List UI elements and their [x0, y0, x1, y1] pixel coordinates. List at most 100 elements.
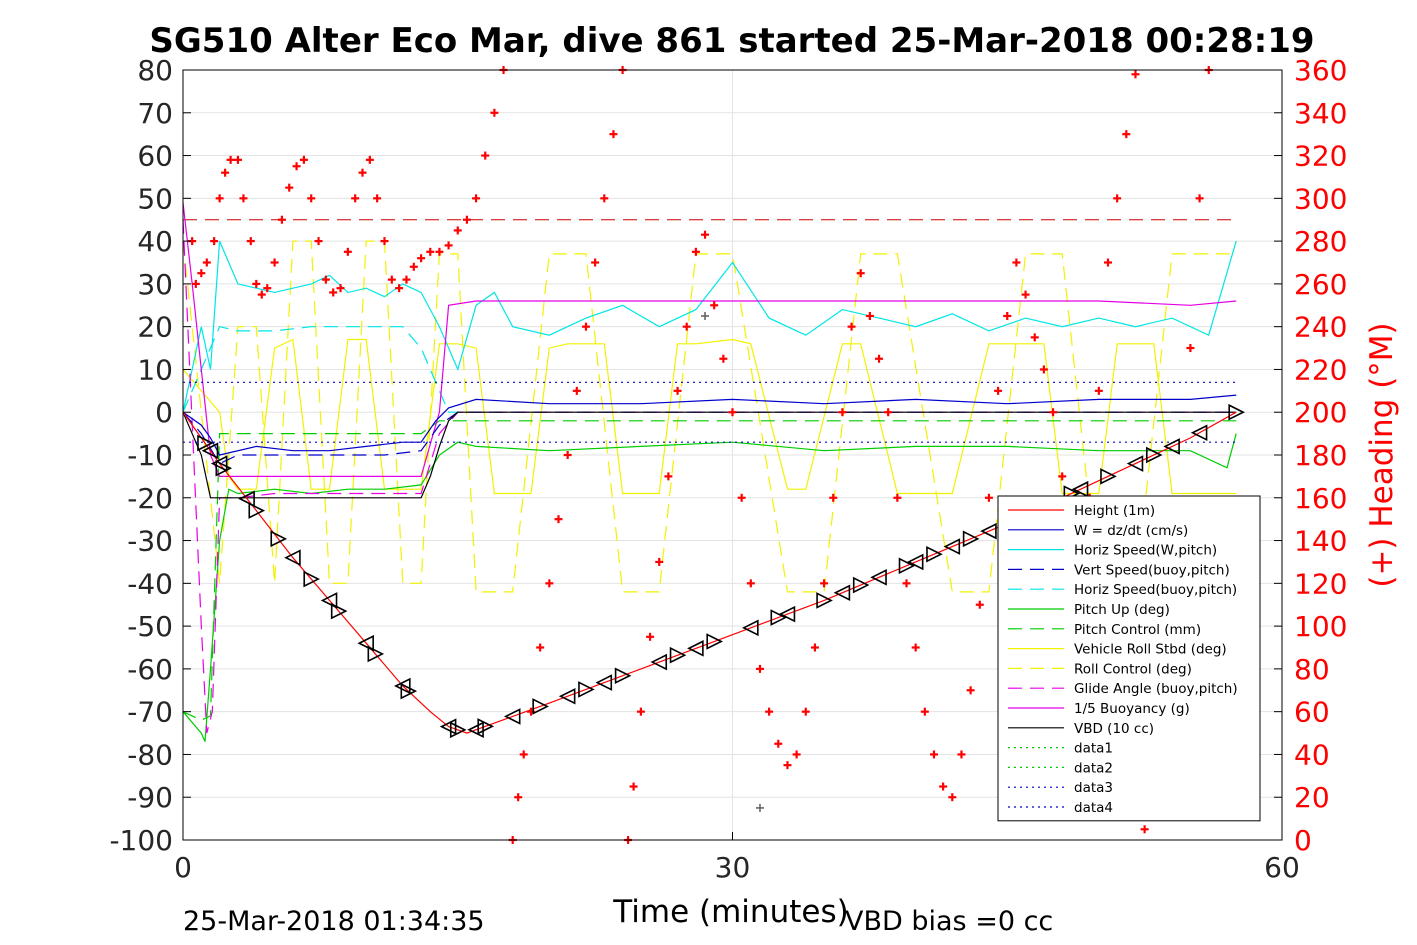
right-triangle-marker: [367, 645, 385, 663]
x-tick-label: 60: [1264, 851, 1300, 884]
heading-point: [792, 750, 801, 759]
left-triangle-marker: [1071, 480, 1089, 498]
y-tick-label: 30: [137, 268, 173, 301]
legend-label: Horiz Speed(W,pitch): [1074, 543, 1217, 559]
heading-point: [984, 493, 993, 502]
heading-point: [710, 301, 719, 310]
heading-point: [417, 254, 426, 263]
right-triangle-marker: [816, 592, 833, 609]
heading-point: [444, 241, 453, 250]
heading-point: [1003, 311, 1012, 320]
y-tick-label: -90: [127, 781, 173, 814]
right-triangle-marker: [248, 502, 266, 519]
y-tick-label: 60: [137, 140, 173, 173]
right-triangle-marker: [706, 633, 723, 650]
heading-point: [1122, 130, 1131, 139]
heading-point: [202, 258, 211, 267]
footer-timestamp: 25-Mar-2018 01:34:35: [183, 906, 485, 937]
heading-point: [453, 226, 462, 235]
left-triangle-marker: [201, 442, 219, 460]
right-triangle-marker: [926, 545, 943, 563]
left-triangle-marker: [742, 619, 759, 637]
heading-point: [966, 686, 975, 695]
series-w-dz-dt-cm-s: [182, 394, 1237, 456]
right-triangle-marker: [215, 459, 233, 477]
x-tick-label: 0: [174, 851, 192, 884]
left-triangle-marker: [833, 584, 851, 602]
y-right-tick-label: 240: [1294, 311, 1347, 344]
y-right-tick-label: 140: [1294, 525, 1347, 558]
y-right-tick-label: 340: [1294, 97, 1347, 130]
legend-label: Glide Angle (buoy,pitch): [1074, 681, 1238, 697]
y-axis-right: 3603403203002802602402202001801601401201…: [1274, 54, 1347, 857]
y-tick-label: -40: [127, 567, 173, 600]
series-height-1m: [182, 411, 1237, 734]
legend-label: VBD (10 cc): [1074, 721, 1154, 737]
y-tick-label: -10: [127, 439, 173, 472]
right-triangle-marker: [477, 718, 495, 735]
right-triangle-marker: [449, 721, 467, 739]
heading-point: [1058, 472, 1067, 481]
heading-point: [975, 600, 984, 609]
series-glide-angle-buoy-pitch: [182, 219, 1237, 734]
heading-point: [765, 707, 774, 716]
heading-point: [257, 290, 266, 299]
heading-point: [1113, 194, 1122, 203]
y-right-tick-label: 80: [1294, 653, 1330, 686]
y-right-tick-label: 180: [1294, 439, 1347, 472]
heading-point: [536, 643, 545, 652]
legend-label: Pitch Up (deg): [1074, 602, 1170, 618]
legend-label: data1: [1074, 741, 1113, 757]
heading-point: [329, 288, 338, 297]
right-triangle-marker: [270, 530, 288, 548]
heading-point: [215, 194, 224, 203]
left-triangle-marker: [320, 592, 338, 609]
heading-point: [838, 408, 847, 417]
heading-point: [1049, 408, 1058, 417]
y-axis-right-label: (+) Heading (°M): [1364, 322, 1400, 587]
heading-point: [829, 493, 838, 502]
heading-point: [600, 194, 609, 203]
x-axis: 0 30 60: [174, 832, 1300, 884]
y-right-tick-label: 300: [1294, 182, 1347, 215]
heading-point: [246, 237, 255, 246]
y-tick-label: -30: [127, 525, 173, 558]
heading-point: [387, 275, 396, 284]
heading-point: [655, 557, 664, 566]
heading-point: [629, 782, 638, 791]
heading-point: [893, 493, 902, 502]
legend-label: data2: [1074, 760, 1113, 776]
left-triangle-marker: [650, 653, 668, 671]
right-triangle-marker: [197, 434, 214, 452]
heading-point: [285, 183, 294, 192]
left-triangle-marker: [467, 721, 484, 739]
y-tick-label: 20: [137, 311, 173, 344]
y-tick-label: -50: [127, 610, 173, 643]
legend-label: 1/5 Buoyancy (g): [1074, 701, 1190, 717]
heading-point: [554, 515, 563, 524]
heading-point: [572, 386, 581, 395]
heading-point: [365, 155, 374, 164]
heading-point: [277, 215, 286, 224]
legend-label: Pitch Control (mm): [1074, 622, 1201, 638]
left-triangle-marker: [210, 455, 228, 472]
heading-point: [1186, 344, 1195, 353]
heading-point: [373, 194, 382, 203]
heading-point: [847, 322, 856, 331]
left-triangle-marker: [906, 553, 924, 571]
heading-point: [783, 761, 792, 770]
heading-point: [481, 151, 490, 160]
heading-point: [1021, 290, 1030, 299]
right-triangle-marker: [669, 646, 687, 664]
heading-point: [875, 354, 884, 363]
y-right-tick-label: 20: [1294, 781, 1330, 814]
y-right-tick-label: 60: [1294, 696, 1330, 729]
right-triangle-marker: [852, 576, 870, 594]
heading-point: [911, 643, 920, 652]
heading-point: [1030, 333, 1039, 342]
heading-point: [948, 793, 957, 802]
heading-point: [664, 472, 673, 481]
legend-label: Vehicle Roll Stbd (deg): [1074, 642, 1227, 658]
heading-point: [490, 108, 499, 117]
heading-point: [1094, 386, 1103, 395]
